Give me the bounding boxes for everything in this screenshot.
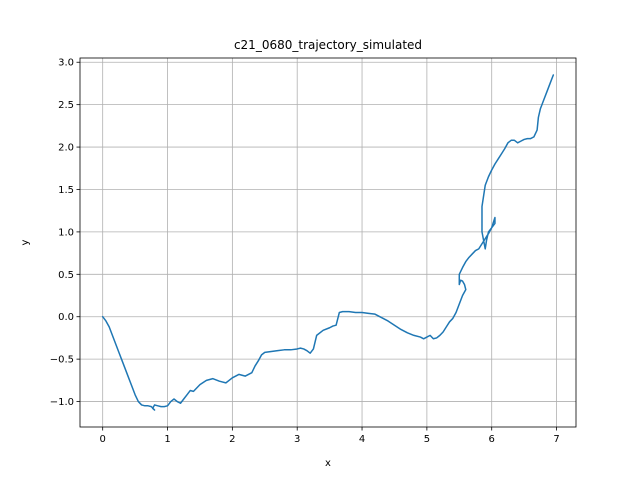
y-tick-label: 1.0 <box>58 227 74 238</box>
x-tick-label: 3 <box>294 434 300 445</box>
x-tick-label: 6 <box>489 434 495 445</box>
y-tick-label: 3.0 <box>58 58 74 69</box>
y-axis-label: y <box>20 239 31 245</box>
trajectory-line <box>101 74 555 411</box>
y-tick-label: −1.0 <box>50 397 74 408</box>
grid-layer <box>80 58 576 427</box>
y-tick-label: −0.5 <box>50 355 74 366</box>
x-tick-label: 2 <box>229 434 235 445</box>
x-tick-label: 4 <box>359 434 365 445</box>
x-tick-label: 5 <box>424 434 430 445</box>
y-tick-label: 2.0 <box>58 143 74 154</box>
x-tick-label: 7 <box>553 434 559 445</box>
chart-title: c21_0680_trajectory_simulated <box>234 38 422 52</box>
y-tick-label: 0.5 <box>58 270 74 281</box>
x-tick-label: 0 <box>100 434 106 445</box>
y-tick-label: 0.0 <box>58 312 74 323</box>
x-axis-label: x <box>325 458 331 469</box>
tick-layer: 0 1 2 3 4 5 6 7 −1.0 −0.5 0.0 0.5 1.0 1.5 2.0 2.5 3.0 <box>50 58 560 445</box>
x-tick-label: 1 <box>164 434 170 445</box>
plot-frame <box>79 57 577 428</box>
y-tick-label: 1.5 <box>58 185 74 196</box>
y-tick-label: 2.5 <box>58 100 74 111</box>
